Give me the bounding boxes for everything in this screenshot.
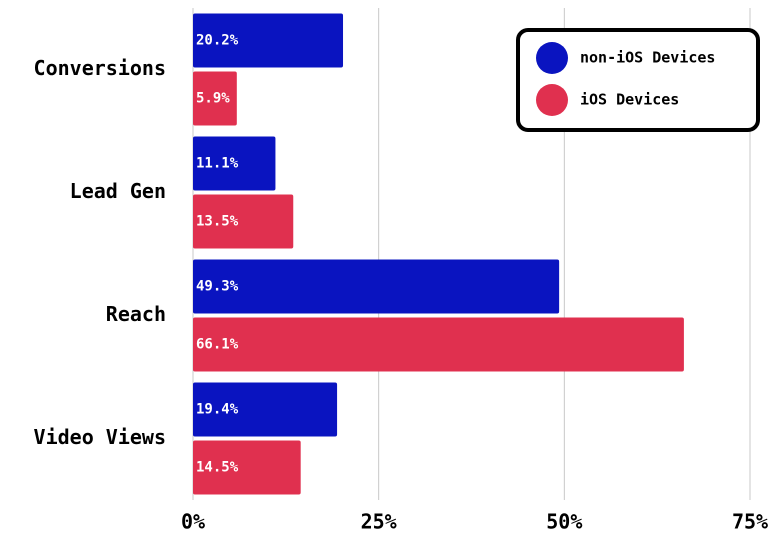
bar: [193, 317, 684, 372]
data-label: 14.5%: [196, 460, 239, 476]
bar: [193, 440, 301, 495]
bar: [193, 259, 560, 314]
bar: [193, 136, 276, 191]
x-tick-label: 25%: [361, 510, 397, 533]
legend-box: [516, 28, 760, 132]
x-tick-label: 50%: [546, 510, 582, 533]
legend-label: non-iOS Devices: [580, 49, 715, 67]
legend-swatch: [536, 42, 568, 74]
bar: [193, 71, 237, 126]
bar: [193, 13, 344, 68]
legend: non-iOS Devices iOS Devices: [516, 28, 760, 132]
bar: [193, 194, 294, 249]
x-tick-label: 0%: [181, 510, 205, 533]
data-label: 11.1%: [196, 156, 239, 172]
y-tick-label: Video Views: [34, 425, 166, 449]
data-label: 13.5%: [196, 214, 239, 230]
y-tick-label: Conversions: [34, 56, 166, 80]
y-tick-label: Reach: [106, 302, 166, 326]
data-label: 19.4%: [196, 402, 239, 418]
bar: [193, 382, 338, 437]
data-label: 20.2%: [196, 33, 239, 49]
data-label: 66.1%: [196, 337, 239, 353]
legend-swatch: [536, 84, 568, 116]
data-label: 5.9%: [196, 91, 230, 107]
y-tick-label: Lead Gen: [70, 179, 166, 203]
x-tick-label: 75%: [732, 510, 768, 533]
data-label: 49.3%: [196, 279, 239, 295]
legend-label: iOS Devices: [580, 91, 679, 109]
